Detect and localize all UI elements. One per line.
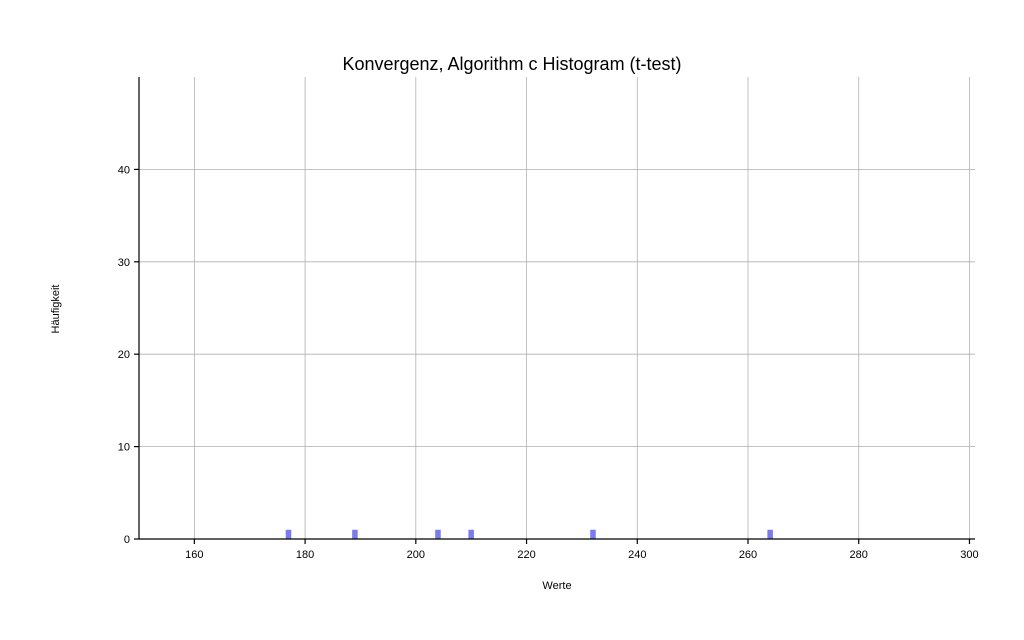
chart-title: Konvergenz, Algorithm c Histogram (t-tes… (342, 54, 681, 74)
x-tick-label: 180 (296, 549, 314, 561)
x-tick-label: 260 (739, 549, 757, 561)
histogram-bar (285, 529, 292, 539)
y-tick-label: 40 (118, 164, 130, 176)
axes (134, 77, 975, 544)
histogram-bar (352, 529, 358, 539)
grid-lines (139, 77, 975, 539)
x-tick-label: 240 (628, 549, 646, 561)
x-tick-label: 300 (960, 549, 978, 561)
x-tick-label: 280 (850, 549, 868, 561)
tick-labels: 160 180 200 220 240 260 280 300 0 10 20 30 40 (118, 164, 979, 561)
x-tick-label: 220 (517, 549, 535, 561)
histogram-bar (435, 529, 441, 539)
x-axis-label: Werte (542, 580, 571, 592)
y-tick-label: 10 (118, 442, 130, 454)
bars (285, 529, 773, 539)
x-tick-label: 160 (185, 549, 203, 561)
histogram-bar (468, 529, 474, 539)
y-tick-label: 30 (118, 257, 130, 269)
x-tick-label: 200 (407, 549, 425, 561)
histogram-bar (767, 529, 773, 539)
y-tick-label: 20 (118, 349, 130, 361)
histogram-bar (590, 529, 596, 539)
y-axis-label: Häufigkeit (50, 285, 62, 334)
y-tick-label: 0 (124, 534, 130, 546)
